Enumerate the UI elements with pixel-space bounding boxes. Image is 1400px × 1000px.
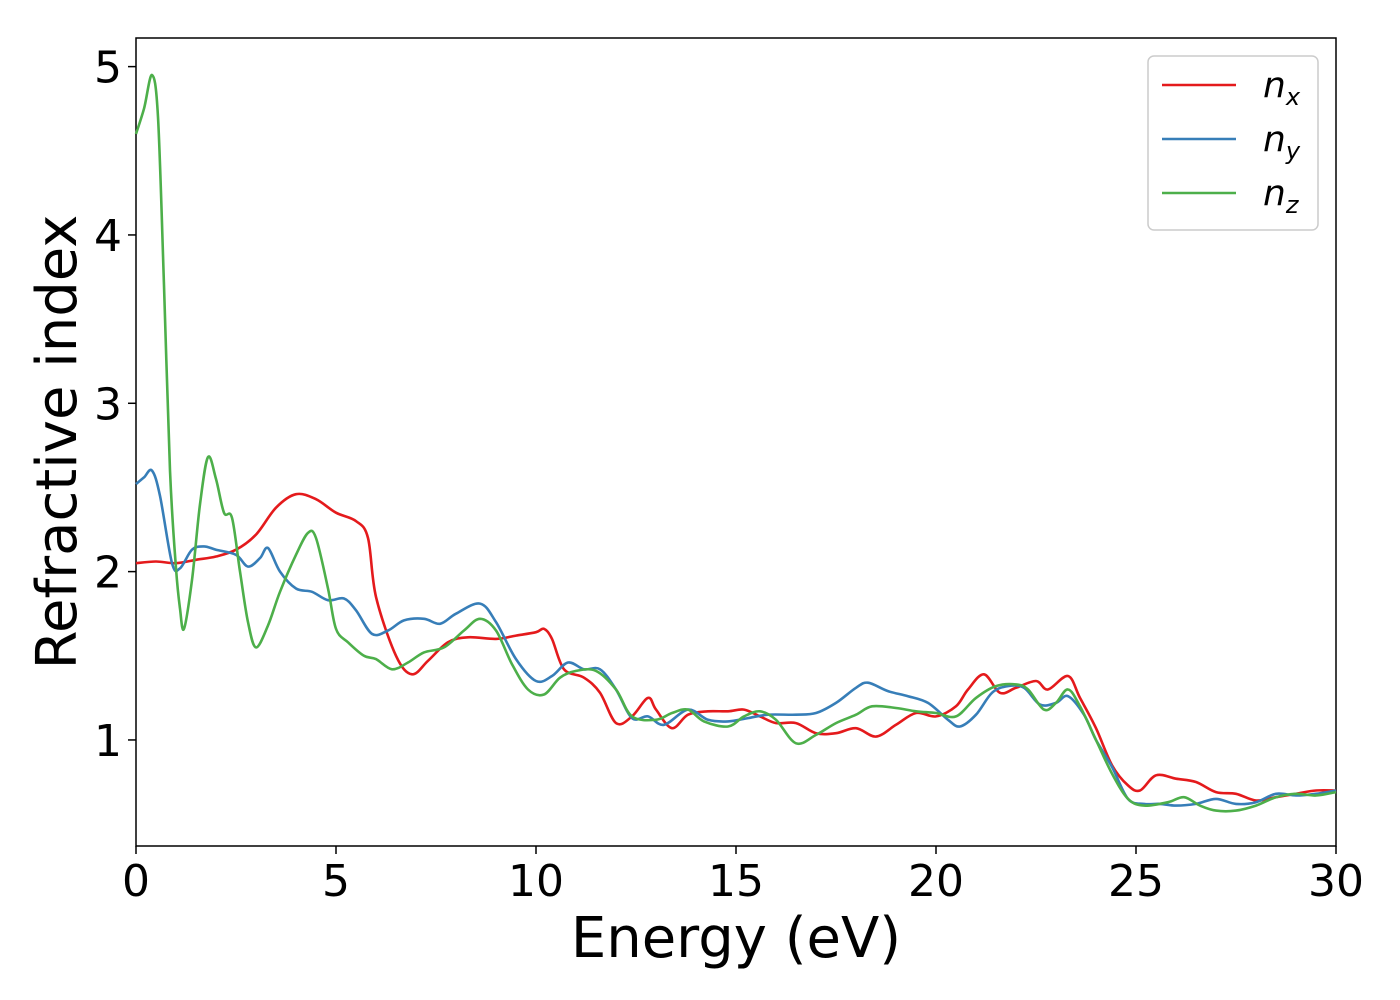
x-axis-ticks: 0 5 10 15 20 25 30 xyxy=(122,846,1364,907)
x-axis-label: Energy (eV) xyxy=(571,906,901,971)
legend: nx ny nz xyxy=(1147,55,1319,231)
x-tick-label: 25 xyxy=(1108,856,1164,907)
legend-label-ny: ny xyxy=(1263,119,1301,165)
x-tick-label: 5 xyxy=(322,856,350,907)
legend-box xyxy=(1147,55,1319,231)
y-tick-label: 2 xyxy=(94,548,122,599)
legend-label-nz: nz xyxy=(1263,173,1300,219)
series-layer xyxy=(134,73,1337,813)
y-axis-label: Refractive index xyxy=(25,215,90,670)
y-tick-label: 5 xyxy=(94,43,122,94)
x-tick-label: 10 xyxy=(508,856,564,907)
x-tick-label: 30 xyxy=(1308,856,1364,907)
y-axis-ticks: 1 2 3 4 5 xyxy=(94,43,136,767)
y-tick-label: 3 xyxy=(94,379,122,430)
series-line-nz xyxy=(134,73,1337,813)
series-line-nx xyxy=(135,492,1337,802)
x-tick-label: 15 xyxy=(708,856,764,907)
series-line-ny xyxy=(135,468,1337,807)
x-tick-label: 0 xyxy=(122,856,150,907)
y-tick-label: 4 xyxy=(94,211,122,262)
legend-label-nx: nx xyxy=(1263,65,1301,111)
x-tick-label: 20 xyxy=(908,856,964,907)
y-tick-label: 1 xyxy=(94,716,122,767)
